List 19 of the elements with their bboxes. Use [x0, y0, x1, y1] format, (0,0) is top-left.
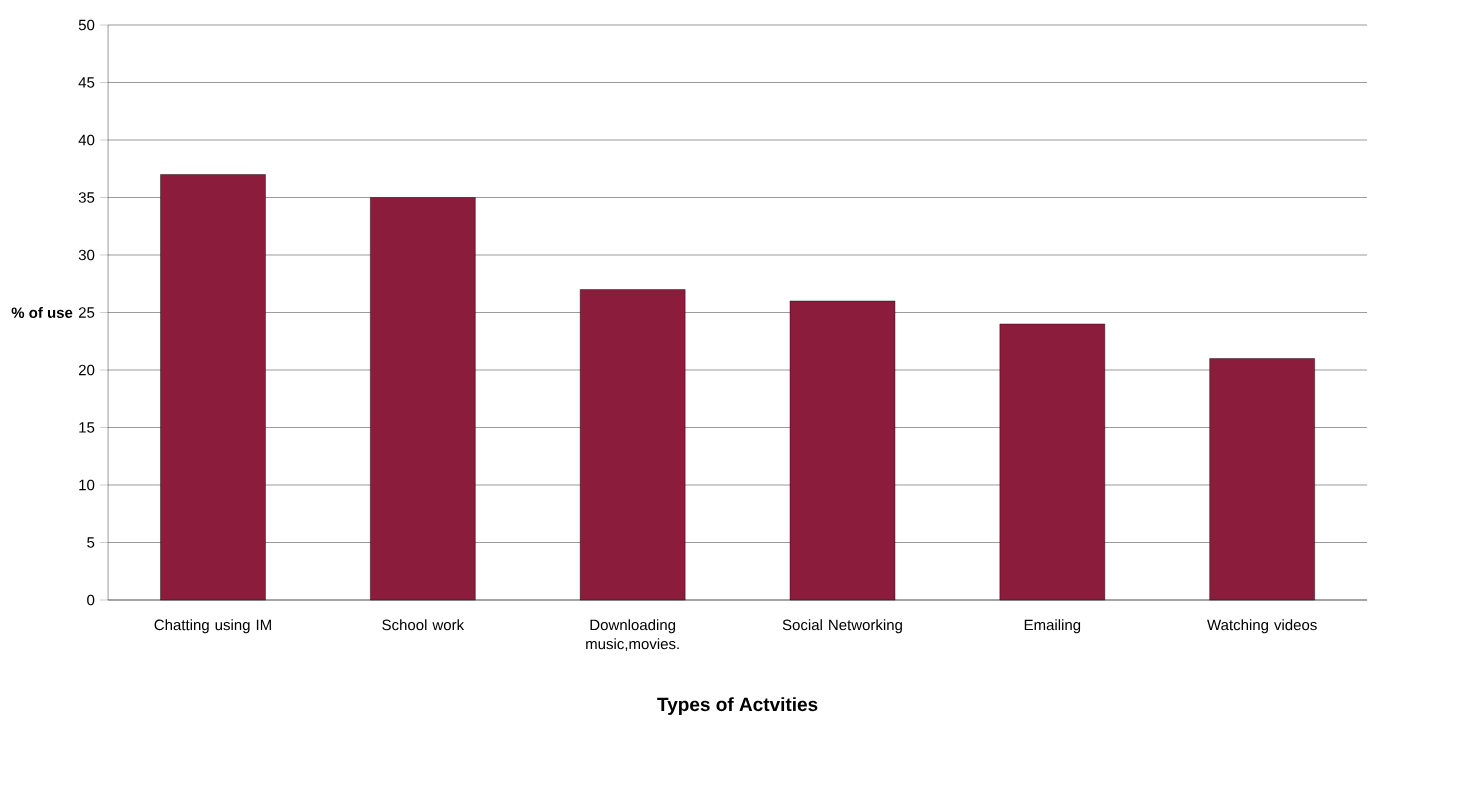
x-tick-label: Chatting using IM: [154, 619, 271, 634]
x-tick-label: School work: [382, 619, 465, 631]
y-tick-label: 30: [78, 249, 95, 261]
y-tick-label: 15: [79, 422, 95, 433]
y-tick-label: 35: [78, 192, 95, 203]
y-tick-label: 40: [78, 134, 95, 146]
y-tick-label: 5: [87, 537, 95, 548]
y-tick-label: 0: [87, 594, 95, 606]
x-tick-label: Emailing: [1024, 619, 1081, 634]
y-axis-title: % of use: [11, 306, 73, 318]
x-tick-label: Downloading music,movies.: [586, 619, 679, 651]
y-tick-label: 50: [78, 19, 95, 31]
x-axis-title: Types of Actvities: [657, 697, 818, 715]
y-tick-label: 20: [78, 364, 95, 376]
x-tick-label: Watching videos: [1207, 619, 1317, 634]
x-tick-label: Social Networking: [782, 619, 902, 634]
y-tick-label: 45: [78, 77, 95, 88]
y-tick-label: 10: [79, 479, 95, 491]
y-tick-label: 25: [78, 307, 95, 318]
